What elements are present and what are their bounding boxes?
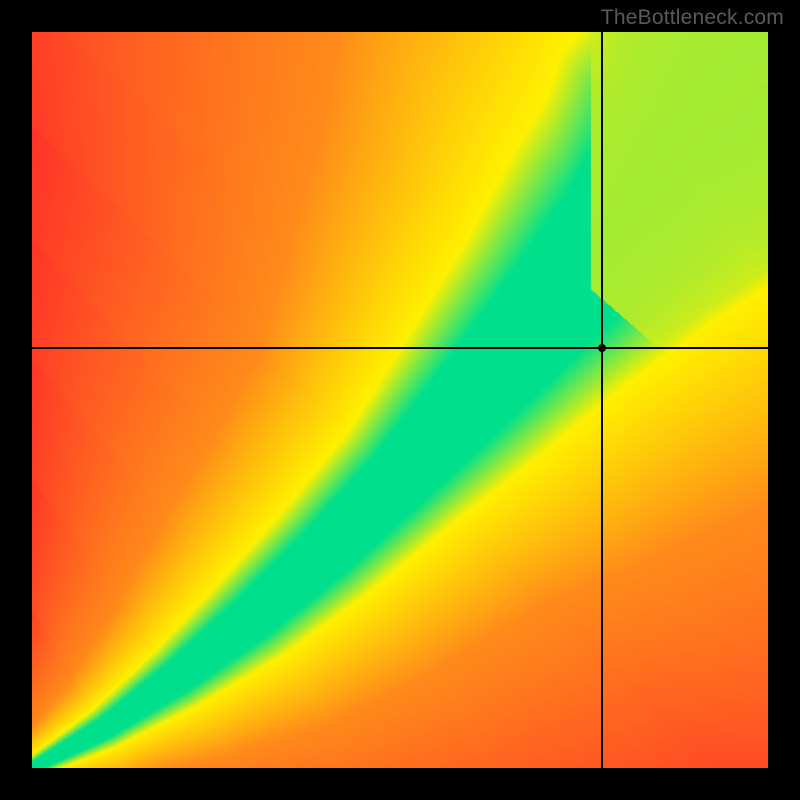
chart-container: TheBottleneck.com [0, 0, 800, 800]
crosshair-marker-dot [598, 344, 606, 352]
crosshair-horizontal-line [32, 347, 768, 349]
watermark-text: TheBottleneck.com [601, 6, 784, 30]
crosshair-vertical-line [601, 32, 603, 768]
bottleneck-heatmap-canvas [32, 32, 768, 768]
